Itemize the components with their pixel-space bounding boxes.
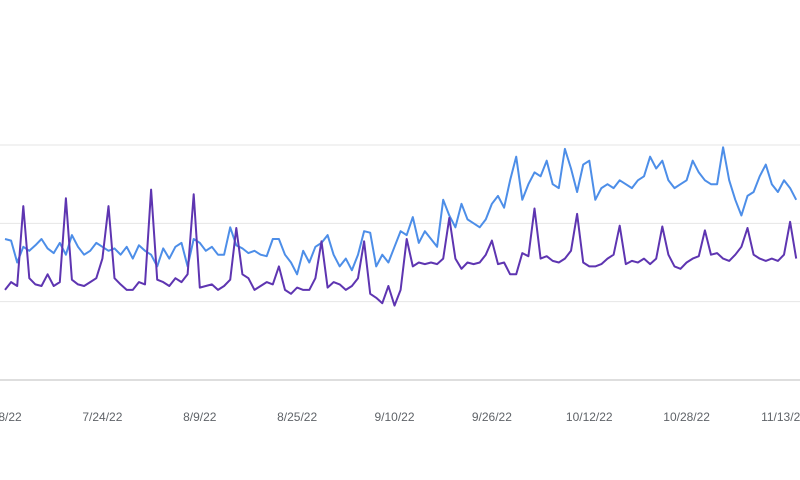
data-line — [4, 188, 798, 307]
x-tick-label: 10/12/22 — [566, 410, 613, 424]
x-tick-label: 9/26/22 — [472, 410, 512, 424]
data-line — [4, 146, 798, 276]
x-tick-label: 11/13/22 — [761, 410, 800, 424]
x-tick-label: 8/25/22 — [277, 410, 317, 424]
x-tick-label: 7/24/22 — [82, 410, 122, 424]
x-tick-label: 8/9/22 — [183, 410, 217, 424]
x-tick-label: 7/8/22 — [0, 410, 22, 424]
x-tick-label: 10/28/22 — [663, 410, 710, 424]
x-tick-label: 9/10/22 — [374, 410, 414, 424]
